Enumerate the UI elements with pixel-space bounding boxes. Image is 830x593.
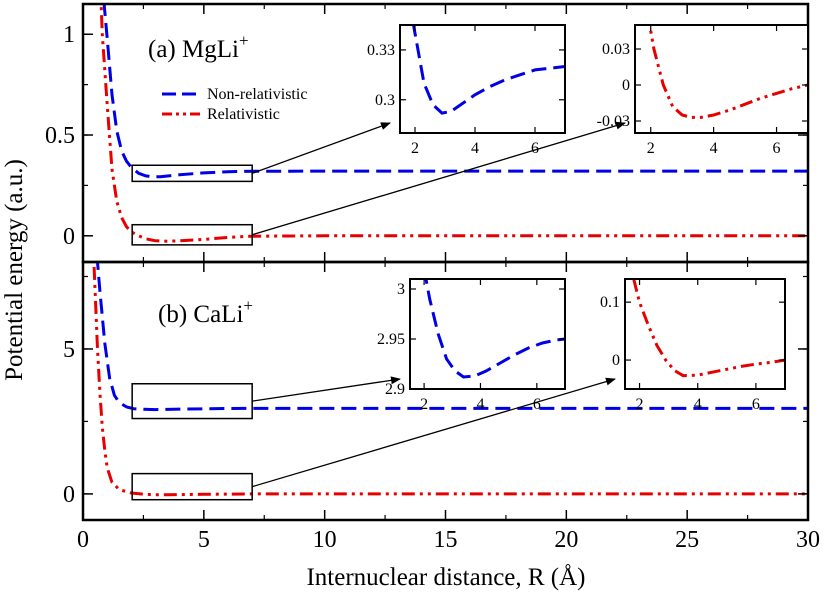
x-tick-label: 25 xyxy=(675,527,699,553)
inset-x-tick-label: 6 xyxy=(531,140,539,157)
x-axis-label: Internuclear distance, R (Å) xyxy=(306,564,585,591)
x-tick-label: 5 xyxy=(198,527,210,553)
inset-x-tick-label: 2 xyxy=(420,396,428,413)
panel-label: (b) CaLi+ xyxy=(158,296,253,328)
series-line-relativistic xyxy=(92,262,808,497)
inset-frame xyxy=(409,278,566,390)
series-line-non-relativistic xyxy=(411,25,565,115)
inset-frame-bg xyxy=(634,24,809,134)
y-tick-label: 5 xyxy=(63,337,75,363)
inset-x-tick-label: 2 xyxy=(411,140,419,157)
inset-frame-bg xyxy=(624,278,786,390)
zoom-arrow xyxy=(252,376,401,402)
inset-y-tick-label: 2.9 xyxy=(385,381,405,398)
inset-non-relativistic: 2 4 6 2.9 2.95 3 xyxy=(377,278,566,413)
panel-label: (a) MgLi+ xyxy=(148,31,249,63)
inset-x-tick-label: 6 xyxy=(533,396,541,413)
inset-y-tick-label: -0.03 xyxy=(597,113,630,130)
legend-entry: Non-relativistic xyxy=(207,86,307,103)
inset-frame-bg xyxy=(409,278,566,390)
x-tick-label: 15 xyxy=(434,527,458,553)
inset-x-tick-label: 4 xyxy=(471,140,479,157)
inset-y-tick-label: 0.1 xyxy=(600,294,620,311)
y-tick-label: 0 xyxy=(63,482,75,508)
inset-frame xyxy=(624,278,786,390)
inset-y-tick-label: 0.3 xyxy=(375,92,395,109)
x-tick-label: 0 xyxy=(77,527,89,553)
series-line-non-relativistic xyxy=(102,4,808,179)
inset-non-relativistic: 2 4 6 0.3 0.33 xyxy=(367,24,566,157)
inset-x-tick-label: 4 xyxy=(694,396,702,413)
inset-x-tick-label: 2 xyxy=(636,396,644,413)
y-axis-label: Potential energy (a.u.) xyxy=(1,159,28,381)
inset-x-tick-label: 2 xyxy=(647,140,655,157)
inset-x-tick-label: 6 xyxy=(773,140,781,157)
inset-x-tick-label: 4 xyxy=(710,140,718,157)
inset-relativistic: 2 4 6 0 0.1 xyxy=(600,278,786,413)
series-line-relativistic xyxy=(632,279,785,378)
inset-y-tick-label: 0 xyxy=(612,352,620,369)
zoom-arrow xyxy=(251,377,616,488)
y-tick-label: 1 xyxy=(63,22,75,48)
inset-y-tick-label: 0 xyxy=(622,77,630,94)
inset-x-tick-label: 6 xyxy=(752,396,760,413)
inset-frame xyxy=(634,24,809,134)
x-tick-label: 10 xyxy=(313,527,337,553)
zoom-box xyxy=(131,223,253,246)
inset-relativistic: 2 4 6 -0.03 0 0.03 xyxy=(597,24,809,157)
panel-mgli: 0 0.5 1 (a) MgLi+ Non-relativistic Relativist… xyxy=(45,2,810,264)
y-tick-label: 0 xyxy=(63,224,75,250)
zoom-arrow xyxy=(251,122,391,174)
zoom-arrow xyxy=(251,121,626,236)
inset-y-tick-label: 0.03 xyxy=(602,41,630,58)
inset-y-tick-label: 2.95 xyxy=(377,331,405,348)
zoom-box xyxy=(131,383,253,420)
legend-entry: Relativistic xyxy=(207,106,280,123)
x-tick-label: 20 xyxy=(554,527,578,553)
series-line-non-relativistic xyxy=(424,279,565,379)
inset-x-tick-label: 4 xyxy=(476,396,484,413)
inset-y-tick-label: 0.33 xyxy=(367,42,395,59)
panel-cali: 0 5 0 5 10 15 20 25 30 (b) CaLi+ 2 4 6 2.9 2.95 3 2 4 6 0 0.… xyxy=(63,260,820,553)
inset-y-tick-label: 3 xyxy=(397,281,405,298)
series-line-relativistic xyxy=(99,4,808,243)
inset-frame xyxy=(399,24,566,134)
y-tick-label: 0.5 xyxy=(45,123,75,149)
x-tick-label: 30 xyxy=(796,527,820,553)
series-line-relativistic xyxy=(648,25,808,119)
